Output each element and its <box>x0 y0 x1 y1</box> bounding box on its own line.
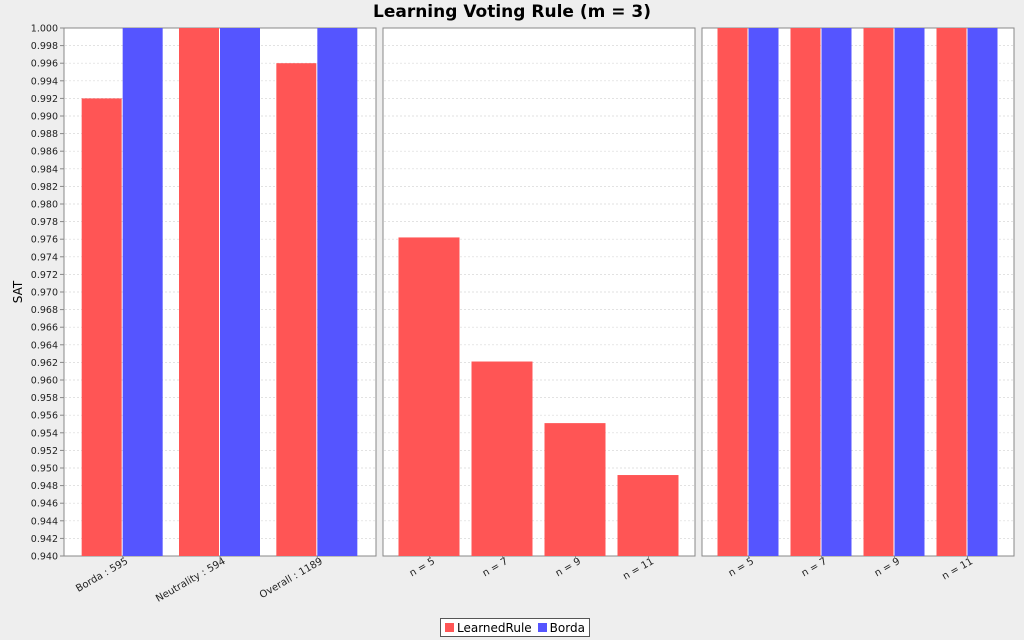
legend: LearnedRule Borda <box>440 618 590 637</box>
bar-learnedrule <box>179 28 219 556</box>
chart-title: Learning Voting Rule (m = 3) <box>372 2 652 22</box>
y-tick-label: 0.960 <box>31 376 58 387</box>
bar-borda <box>748 28 779 556</box>
y-tick-label: 0.952 <box>31 446 58 457</box>
y-tick-label: 0.944 <box>31 516 58 527</box>
y-tick-label: 0.948 <box>31 481 58 492</box>
category-label: Neutrality : 594 <box>154 556 227 605</box>
bar-learnedrule <box>471 361 533 556</box>
category-label: n = 5 <box>408 556 437 579</box>
y-tick-label: 0.998 <box>31 41 58 52</box>
category-label: n = 9 <box>873 556 902 579</box>
y-tick-label: 0.942 <box>31 534 58 545</box>
legend-item-learnedrule: LearnedRule <box>445 621 532 635</box>
y-tick-label: 0.964 <box>31 340 58 351</box>
y-tick-label: 0.946 <box>31 499 58 510</box>
category-label: n = 7 <box>800 556 829 579</box>
y-tick-label: 0.972 <box>31 270 58 281</box>
legend-label-borda: Borda <box>549 620 585 635</box>
y-tick-label: 0.978 <box>31 217 58 228</box>
y-axis-label: SAT <box>11 280 25 303</box>
category-label: n = 11 <box>940 556 975 582</box>
category-label: n = 9 <box>554 556 583 579</box>
legend-label-learnedrule: LearnedRule <box>457 620 532 635</box>
y-tick-label: 0.986 <box>31 147 58 158</box>
bar-learnedrule <box>863 28 894 556</box>
y-tick-label: 0.954 <box>31 428 58 439</box>
category-label: n = 5 <box>727 556 756 579</box>
legend-item-borda: Borda <box>537 620 585 635</box>
bar-learnedrule <box>398 237 460 556</box>
y-tick-label: 0.966 <box>31 323 58 334</box>
bar-learnedrule <box>936 28 967 556</box>
y-tick-label: 0.976 <box>31 235 58 246</box>
y-tick-label: 0.982 <box>31 182 58 193</box>
bar-borda <box>967 28 998 556</box>
y-tick-label: 0.994 <box>31 76 58 87</box>
bar-borda <box>894 28 925 556</box>
legend-swatch-borda <box>537 623 547 632</box>
category-label: Borda : 595 <box>74 556 130 595</box>
bar-learnedrule <box>617 475 679 556</box>
bar-borda <box>317 28 358 556</box>
y-tick-label: 0.956 <box>31 411 58 422</box>
y-tick-label: 0.974 <box>31 252 58 263</box>
y-tick-label: 0.996 <box>31 59 58 70</box>
y-tick-label: 0.988 <box>31 129 58 140</box>
bar-learnedrule <box>717 28 748 556</box>
y-tick-label: 0.950 <box>31 464 58 475</box>
y-tick-label: 1.000 <box>31 24 58 35</box>
y-tick-label: 0.980 <box>31 200 58 211</box>
y-tick-label: 0.968 <box>31 305 58 316</box>
bar-learnedrule <box>276 63 317 556</box>
y-tick-label: 0.970 <box>31 288 58 299</box>
bar-learnedrule <box>790 28 821 556</box>
bar-borda <box>122 28 163 556</box>
y-tick-label: 0.962 <box>31 358 58 369</box>
y-tick-label: 0.990 <box>31 112 58 123</box>
y-tick-label: 0.958 <box>31 393 58 404</box>
bar-borda <box>220 28 260 556</box>
y-tick-label: 0.984 <box>31 164 58 175</box>
bar-learnedrule <box>81 98 122 557</box>
category-label: Overall : 1189 <box>258 556 325 601</box>
legend-swatch-learnedrule <box>445 623 454 632</box>
category-label: n = 7 <box>481 556 510 579</box>
bar-learnedrule <box>544 423 606 556</box>
bar-borda <box>821 28 852 556</box>
category-label: n = 11 <box>621 556 656 582</box>
y-tick-label: 0.992 <box>31 94 58 105</box>
y-tick-label: 0.940 <box>31 552 58 563</box>
